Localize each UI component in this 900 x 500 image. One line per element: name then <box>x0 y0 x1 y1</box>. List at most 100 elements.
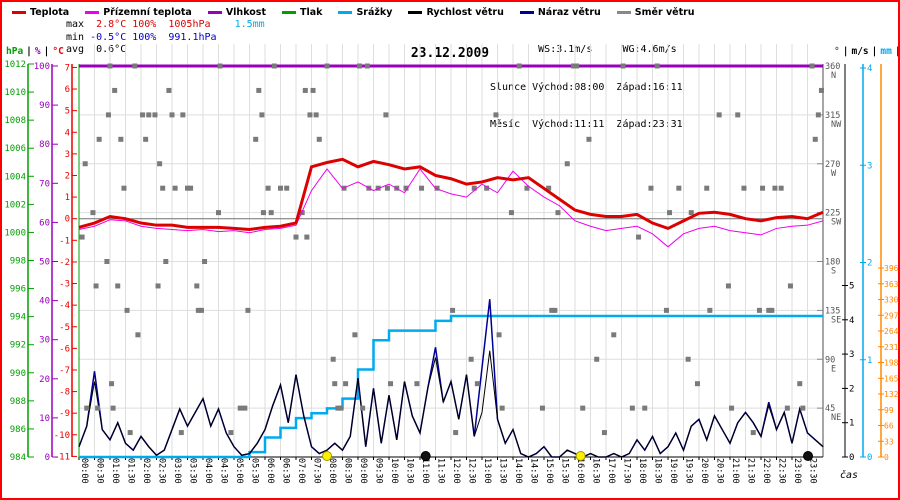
legend-item: Směr větru <box>616 7 695 18</box>
wind-direction-point <box>152 112 158 118</box>
axis-tick-label: 0 <box>45 453 50 463</box>
time-label: 02:30 <box>157 458 167 484</box>
wind-direction-point <box>750 430 756 436</box>
wind-direction-point <box>797 381 803 387</box>
wind-direction-point <box>330 356 336 362</box>
axis-unit-label: % <box>34 46 41 57</box>
axis-tick-label: 66 <box>884 422 894 431</box>
axis-tick-label: 1 <box>867 356 872 366</box>
axis-tick-label: 20 <box>39 375 50 385</box>
time-label: 12:30 <box>467 458 477 484</box>
time-label: 20:30 <box>715 458 725 484</box>
wind-direction-point <box>90 210 96 216</box>
axis-tick-label: 315 <box>825 111 840 121</box>
wind-direction-point <box>124 307 130 313</box>
precipitation-line <box>79 314 823 459</box>
wind-direction-point <box>611 332 617 338</box>
wind-direction-point <box>195 307 201 313</box>
time-label: 08:30 <box>343 458 353 484</box>
axis-unit-label: m/s <box>851 46 869 57</box>
axis-tick-label: 0 <box>849 453 854 463</box>
axis-tick-label: 198 <box>884 359 898 368</box>
axis-tick-label: 990 <box>10 369 26 379</box>
wind-direction-point <box>629 405 635 411</box>
wind-direction-point <box>812 136 818 142</box>
wind-direction-point <box>268 210 274 216</box>
axis-tick-label: 1008 <box>4 116 26 126</box>
time-label: 21:00 <box>730 458 740 484</box>
time-label: 00:00 <box>79 458 89 484</box>
time-label: 09:30 <box>374 458 384 484</box>
wind-direction-point <box>93 283 99 289</box>
wind-direction-point <box>118 136 124 142</box>
axis-tick-label: 60 <box>39 218 50 228</box>
wind-direction-point <box>818 87 824 93</box>
axis-unit-label: ° <box>834 46 840 57</box>
axis-tick-label: 4 <box>65 128 70 138</box>
axis-tick-label: 360 <box>825 62 840 72</box>
wind-direction-point <box>694 381 700 387</box>
wind-direction-point <box>388 381 394 387</box>
axis-tick-label: 1 <box>65 193 70 203</box>
time-label: 03:00 <box>172 458 182 484</box>
legend-item: Vlhkost <box>207 7 266 18</box>
time-label: 12:00 <box>451 458 461 484</box>
time-label: 15:00 <box>544 458 554 484</box>
time-label: 10:30 <box>405 458 415 484</box>
axis-tick-label: 4 <box>849 316 854 326</box>
time-label: 19:00 <box>668 458 678 484</box>
wind-direction-point <box>135 332 141 338</box>
wind-direction-point <box>769 307 775 313</box>
wind-direction-point <box>434 185 440 191</box>
wind-direction-point <box>260 210 266 216</box>
wind-direction-point <box>741 185 747 191</box>
wind-direction-point <box>259 112 265 118</box>
wind-direction-point <box>228 430 234 436</box>
time-label: 05:30 <box>250 458 260 484</box>
time-label: 14:30 <box>529 458 539 484</box>
wind-direction-point <box>564 161 570 167</box>
axis-tick-label: 80 <box>39 140 50 150</box>
time-label: 13:30 <box>498 458 508 484</box>
axis-tick-label: 1006 <box>4 144 26 154</box>
axis-tick-label: 3 <box>849 350 854 360</box>
axis-tick-label: 0 <box>867 453 872 463</box>
axis-tick-label: -8 <box>59 388 70 398</box>
axis-tick-label: -9 <box>59 409 70 419</box>
wind-direction-point <box>127 430 133 436</box>
wind-direction-point <box>601 430 607 436</box>
axis-tick-label: 100 <box>34 62 50 72</box>
wind-direction-point <box>202 259 208 264</box>
wind-direction-point <box>332 381 338 387</box>
axis-tick-label: 1 <box>849 419 854 429</box>
wind-direction-point <box>242 405 248 411</box>
right-axis-units: °|m/s|mm|W <box>834 46 898 57</box>
wind-direction-point <box>493 112 499 118</box>
time-label: 21:30 <box>746 458 756 484</box>
wind-direction-point <box>453 430 459 436</box>
wind-direction-point <box>364 63 370 69</box>
axis-tick-label: -4 <box>59 301 70 311</box>
time-label: 06:30 <box>281 458 291 484</box>
time-label: 14:00 <box>513 458 523 484</box>
wind-direction-point <box>549 307 555 313</box>
wind-direction-point <box>800 405 806 411</box>
axis-tick-label: 264 <box>884 327 898 336</box>
wind-direction-point <box>496 332 502 338</box>
left-axis-units: hPa |% | °C <box>6 46 64 57</box>
wind-direction-point <box>96 136 102 142</box>
wind-direction-point <box>570 63 576 69</box>
legend-item: Rychlost větru <box>408 7 504 18</box>
wind-direction-point <box>110 405 116 411</box>
axis-unit-label: hPa <box>6 46 24 57</box>
wind-direction-point <box>178 430 184 436</box>
sunrise-marker-icon <box>322 451 332 461</box>
moonset-marker-icon <box>803 451 814 461</box>
wind-direction-point <box>688 210 694 216</box>
axis-tick-label: 3 <box>867 161 872 171</box>
stats-value: 1.5mm <box>234 19 265 30</box>
axis-unit-label: °C <box>52 46 64 57</box>
time-label: 04:00 <box>203 458 213 484</box>
axis-tick-label: 231 <box>884 343 898 352</box>
